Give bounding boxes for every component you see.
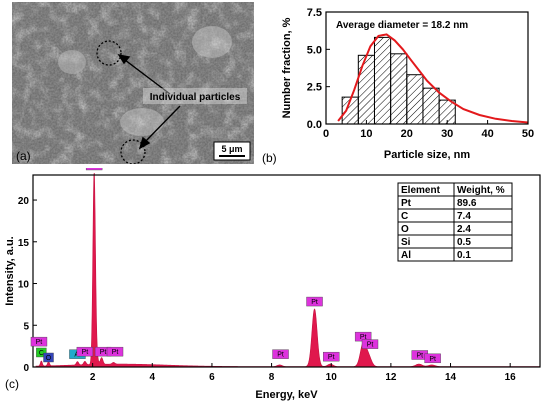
histogram-bar xyxy=(357,54,375,125)
eds-spectrum-chart: 24681012141605101520PtCOAlPtPtPtPtPtPtPt… xyxy=(4,160,541,401)
panel-letter: (b) xyxy=(262,151,277,165)
y-tick-label: 2.5 xyxy=(307,82,322,94)
x-tick-label: 14 xyxy=(445,372,457,383)
table-cell: Pt xyxy=(401,198,412,209)
x-tick-label: 50 xyxy=(522,128,534,140)
peak-label-box xyxy=(43,352,54,363)
peak-label-box xyxy=(106,346,124,357)
x-tick-label: 30 xyxy=(441,128,453,140)
peak-label-box xyxy=(76,346,94,357)
x-tick-label: 6 xyxy=(209,372,215,383)
x-axis-label: Particle size, nm xyxy=(384,149,470,161)
particle-highlight-circle xyxy=(120,139,146,165)
x-tick-label: 0 xyxy=(323,128,329,140)
scale-bar-label: 5 μm xyxy=(221,144,242,154)
table-cell: C xyxy=(401,211,408,222)
peak-label: Pt xyxy=(311,299,318,306)
annotation-arrows xyxy=(117,53,181,150)
peak-label: Pt xyxy=(360,334,367,341)
y-tick-label: 5 xyxy=(23,321,29,332)
particle-highlight-circle xyxy=(96,40,122,66)
peak-label-box xyxy=(272,349,289,359)
annotation-label: Individual particles xyxy=(150,92,241,103)
peak-label: Pt xyxy=(36,339,43,346)
x-tick-label: 4 xyxy=(150,372,156,383)
peak-label: Pt xyxy=(429,356,436,363)
x-tick-label: 8 xyxy=(269,372,275,383)
table-cell: O xyxy=(401,224,409,235)
x-tick-label: 40 xyxy=(481,128,493,140)
table-cell: Si xyxy=(401,237,411,248)
peak-label: Pt xyxy=(91,168,98,170)
x-tick-label: 20 xyxy=(401,128,413,140)
table-cell: 0.1 xyxy=(457,250,471,261)
table-cell: Al xyxy=(401,250,411,261)
plot-frame xyxy=(32,174,541,368)
histogram-bar xyxy=(390,53,408,125)
x-tick-label: 16 xyxy=(505,372,517,383)
peak-label-box xyxy=(323,351,340,362)
plot-frame xyxy=(325,11,529,125)
peak-label: Pt xyxy=(416,352,423,359)
table-header: Weight, % xyxy=(457,185,505,196)
panel-letter: (c) xyxy=(5,377,19,391)
peak-label: O xyxy=(46,355,52,362)
y-tick-label: 15 xyxy=(18,238,30,249)
peak-label: C xyxy=(39,350,44,357)
table-cell: 89.6 xyxy=(457,198,477,209)
table-cell: 7.4 xyxy=(457,211,471,222)
y-tick-label: 0.0 xyxy=(307,119,322,131)
peak-label: Pt xyxy=(277,352,284,359)
histogram-chart: 0 10 20 30 40 50 0.0 2.5 5.0 7.5 Particle size, nm… xyxy=(262,7,534,165)
peak-label-box xyxy=(36,347,47,358)
y-tick-label: 20 xyxy=(18,196,30,207)
peak-label-box xyxy=(424,353,441,364)
peak-label: Pt xyxy=(328,354,335,361)
peak-label-box xyxy=(30,336,48,347)
histogram-bar xyxy=(422,87,440,125)
peak-label-box xyxy=(361,339,379,349)
table-cell: 0.5 xyxy=(457,237,471,248)
y-tick-label: 10 xyxy=(18,280,30,291)
histogram-bar xyxy=(406,74,424,125)
peak-label: Pt xyxy=(112,349,119,356)
y-axis-label: Number fraction, % xyxy=(281,17,293,118)
x-tick-label: 10 xyxy=(360,128,372,140)
histogram-bar xyxy=(373,36,392,125)
sem-image-panel: Individual particles 5 μm (a) xyxy=(12,2,254,165)
x-axis-label: Energy, keV xyxy=(255,389,318,401)
table-header: Element xyxy=(401,185,441,196)
y-tick-label: 0 xyxy=(23,363,29,374)
x-tick-label: 12 xyxy=(385,372,397,383)
y-tick-label: 5.0 xyxy=(307,44,322,56)
average-diameter-annotation: Average diameter = 18.2 nm xyxy=(336,20,468,31)
histogram-panel: 0 10 20 30 40 50 0.0 2.5 5.0 7.5 Particle size, nm… xyxy=(258,0,550,170)
peak-label: Pt xyxy=(100,349,107,356)
y-axis-label: Intensity, a.u. xyxy=(4,236,16,305)
peak-label: Pt xyxy=(367,342,374,349)
peak-label-box xyxy=(306,296,323,307)
table-cell: 2.4 xyxy=(457,224,471,235)
eds-spectrum-panel: 24681012141605101520PtCOAlPtPtPtPtPtPtPt… xyxy=(0,160,550,403)
y-tick-label: 7.5 xyxy=(307,7,322,19)
peak-label: Pt xyxy=(82,349,89,356)
x-tick-label: 2 xyxy=(90,372,96,383)
lognormal-fit-curve xyxy=(337,33,529,124)
sem-image: Individual particles 5 μm (a) xyxy=(12,2,254,165)
panel-letter: (a) xyxy=(16,149,31,163)
x-tick-label: 10 xyxy=(326,372,338,383)
